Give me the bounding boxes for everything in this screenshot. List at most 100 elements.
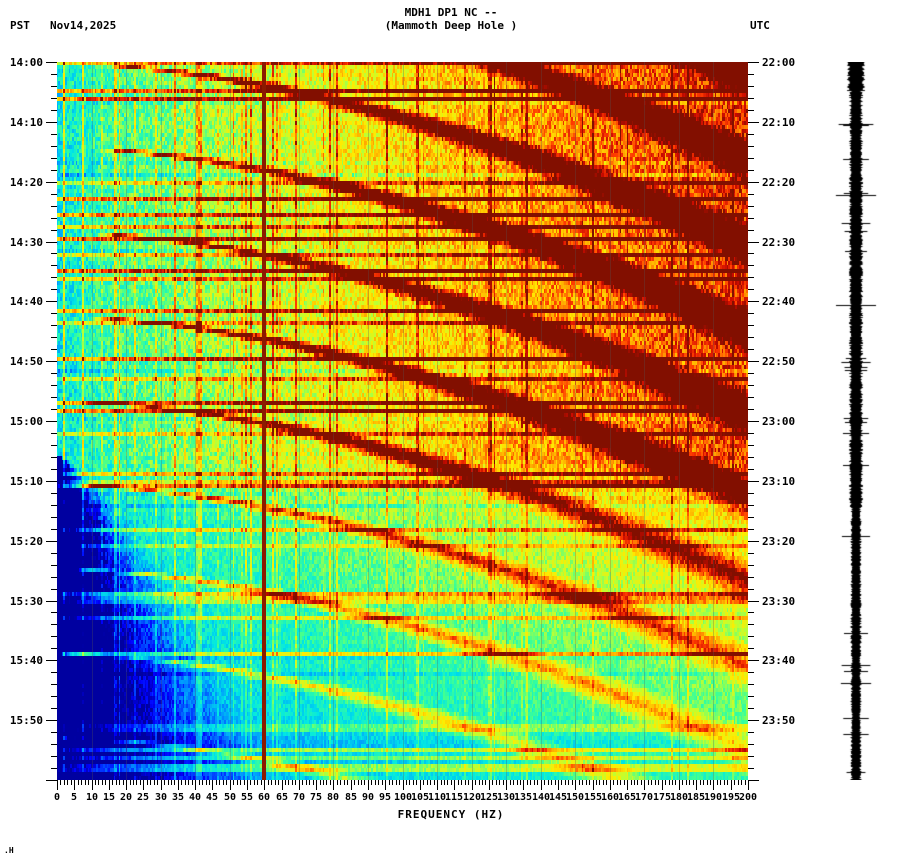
tick-major-right	[748, 301, 759, 302]
tick-minor-freq	[634, 780, 635, 785]
tick-minor-freq	[371, 780, 372, 785]
time-label-pst: 15:50	[9, 714, 43, 727]
tick-minor-freq	[140, 780, 141, 785]
tick-minor-freq	[337, 780, 338, 785]
time-label-utc: 22:10	[762, 116, 796, 129]
spectrogram-canvas[interactable]	[57, 62, 748, 780]
tick-minor-freq	[686, 780, 687, 785]
corner-glyph: .H	[4, 846, 14, 855]
tick-minor-right	[748, 146, 754, 147]
frequency-tick-label: 120	[462, 792, 482, 803]
tick-major-freq	[368, 780, 369, 790]
tick-major-left	[46, 182, 57, 183]
tick-minor-freq	[658, 780, 659, 785]
tick-minor-freq	[71, 780, 72, 785]
tick-minor-freq	[527, 780, 528, 785]
frequency-tick-label: 125	[479, 792, 499, 803]
tick-minor-freq	[482, 780, 483, 785]
tick-minor-freq	[430, 780, 431, 785]
time-label-utc: 22:20	[762, 176, 796, 189]
tick-major-left	[46, 780, 57, 781]
frequency-tick-label: 30	[154, 792, 168, 803]
tick-minor-freq	[168, 780, 169, 785]
date-label: Nov14,2025	[50, 19, 117, 32]
tick-minor-right	[748, 265, 754, 266]
tick-major-freq	[541, 780, 542, 790]
tick-major-freq	[212, 780, 213, 790]
amplitude-trace[interactable]	[820, 62, 900, 780]
tick-minor-freq	[496, 780, 497, 785]
tick-minor-right	[748, 493, 754, 494]
tick-minor-freq	[219, 780, 220, 785]
tick-minor-freq	[724, 780, 725, 785]
tick-minor-freq	[98, 780, 99, 785]
tick-minor-freq	[717, 780, 718, 785]
time-label-utc: 22:50	[762, 355, 796, 368]
tick-minor-freq	[665, 780, 666, 785]
tick-major-right	[748, 361, 759, 362]
tick-major-left	[46, 361, 57, 362]
tick-minor-freq	[188, 780, 189, 785]
tick-minor-freq	[551, 780, 552, 785]
time-label-pst: 15:30	[9, 595, 43, 608]
tick-minor-right	[748, 74, 754, 75]
frequency-tick-label: 25	[136, 792, 150, 803]
tick-major-freq	[558, 780, 559, 790]
tick-minor-freq	[119, 780, 120, 785]
tick-minor-freq	[447, 780, 448, 785]
tick-minor-freq	[78, 780, 79, 785]
tick-minor-freq	[102, 780, 103, 785]
tick-minor-freq	[399, 780, 400, 785]
tick-minor-freq	[458, 780, 459, 785]
frequency-tick-label: 70	[292, 792, 306, 803]
tick-minor-freq	[734, 780, 735, 785]
frequency-tick-label: 45	[205, 792, 219, 803]
tick-minor-freq	[741, 780, 742, 785]
tick-minor-freq	[513, 780, 514, 785]
tick-minor-freq	[223, 780, 224, 785]
tick-minor-freq	[295, 780, 296, 785]
time-label-utc: 22:30	[762, 236, 796, 249]
tick-minor-freq	[620, 780, 621, 785]
tick-minor-freq	[413, 780, 414, 785]
tick-minor-right	[748, 230, 754, 231]
tick-minor-freq	[579, 780, 580, 785]
tick-major-freq	[316, 780, 317, 790]
tick-minor-freq	[745, 780, 746, 785]
frequency-tick-label: 195	[721, 792, 741, 803]
tick-minor-freq	[354, 780, 355, 785]
tick-minor-right	[748, 397, 754, 398]
tick-major-freq	[748, 780, 749, 790]
time-label-utc: 23:50	[762, 714, 796, 727]
tick-major-freq	[575, 780, 576, 790]
frequency-tick-label: 185	[686, 792, 706, 803]
frequency-tick-label: 190	[703, 792, 723, 803]
tick-minor-right	[748, 696, 754, 697]
tick-minor-freq	[171, 780, 172, 785]
frequency-tick-label: 5	[70, 792, 78, 803]
time-label-pst: 14:30	[9, 236, 43, 249]
tick-minor-freq	[530, 780, 531, 785]
tick-minor-freq	[181, 780, 182, 785]
tick-minor-freq	[123, 780, 124, 785]
spectrogram-plot[interactable]	[57, 62, 748, 780]
tick-major-left	[46, 720, 57, 721]
frequency-tick-label: 85	[344, 792, 358, 803]
tick-minor-right	[748, 289, 754, 290]
tick-minor-freq	[568, 780, 569, 785]
frequency-tick-label: 95	[378, 792, 392, 803]
frequency-tick-label: 140	[531, 792, 551, 803]
tick-minor-freq	[434, 780, 435, 785]
amplitude-trace-canvas[interactable]	[820, 62, 900, 780]
tick-major-freq	[109, 780, 110, 790]
tick-minor-freq	[85, 780, 86, 785]
tick-major-right	[748, 481, 759, 482]
tick-minor-right	[748, 529, 754, 530]
frequency-tick-label: 175	[652, 792, 672, 803]
frequency-tick-label: 165	[617, 792, 637, 803]
time-label-pst: 14:00	[9, 56, 43, 69]
tick-minor-freq	[237, 780, 238, 785]
frequency-tick-label: 155	[583, 792, 603, 803]
frequency-tick-label: 105	[410, 792, 430, 803]
tick-minor-freq	[150, 780, 151, 785]
